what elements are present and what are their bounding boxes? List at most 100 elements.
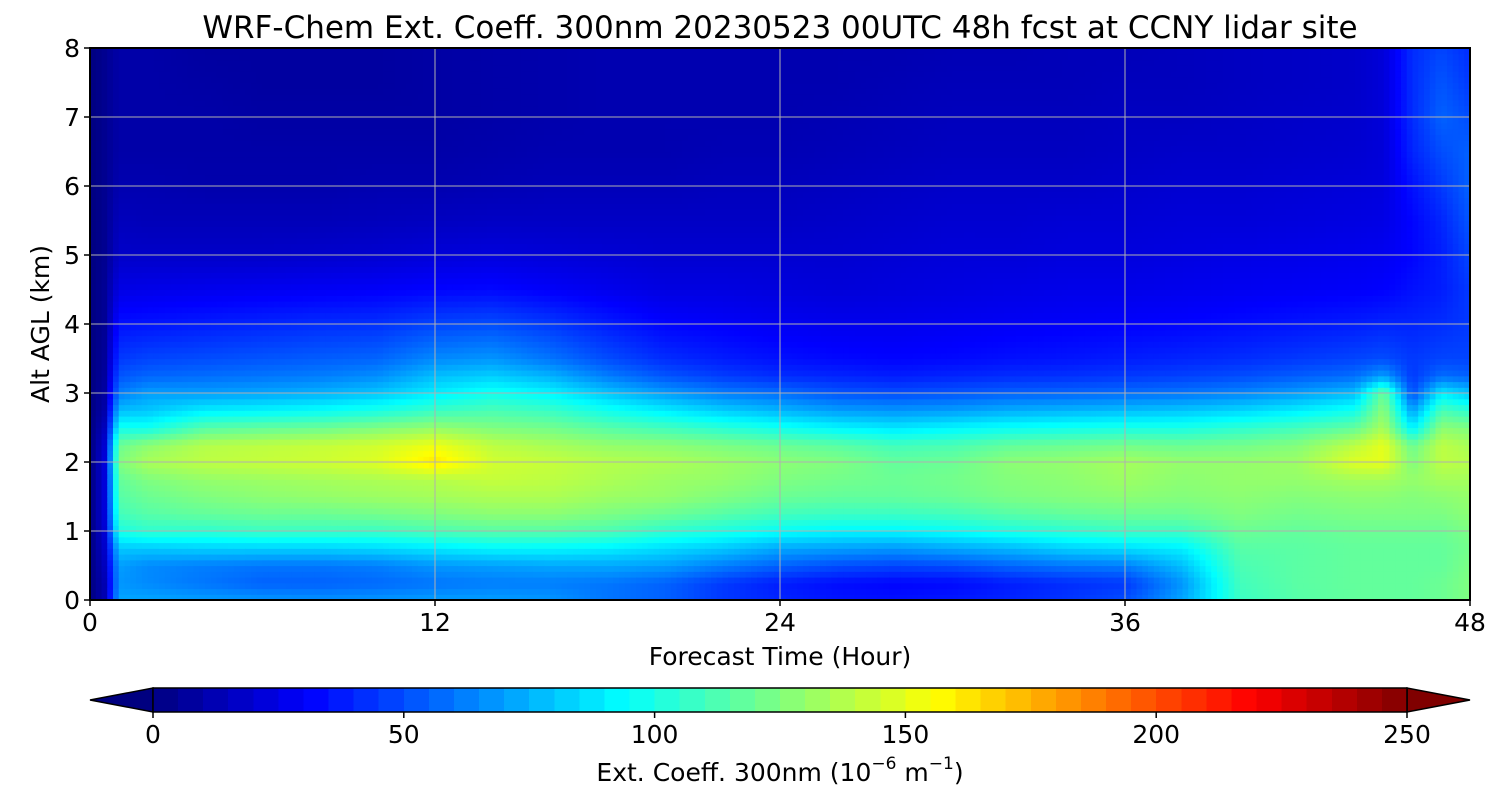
heatmap-cell [101, 111, 108, 118]
heatmap-cell [239, 318, 246, 325]
heatmap-cell [130, 191, 137, 199]
heatmap-cell [113, 99, 120, 107]
heatmap-cell [302, 473, 310, 480]
heatmap-cell [199, 59, 206, 66]
heatmap-cell [124, 295, 131, 302]
heatmap-cell [371, 134, 379, 141]
heatmap-cell [320, 306, 327, 314]
heatmap-cell [90, 232, 97, 239]
heatmap-cell [314, 232, 321, 239]
heatmap-cell [233, 393, 241, 400]
heatmap-cell [187, 467, 195, 475]
heatmap-cell [199, 272, 206, 279]
heatmap-cell [268, 467, 275, 475]
heatmap-cell [383, 237, 390, 245]
heatmap-cell [95, 295, 103, 302]
heatmap-cell [199, 122, 206, 130]
heatmap-cell [302, 513, 310, 521]
heatmap-cell [320, 191, 327, 199]
heatmap-cell [147, 232, 154, 239]
heatmap-cell [101, 536, 108, 544]
heatmap-cell [233, 111, 241, 118]
heatmap-cell [360, 519, 367, 526]
heatmap-cell [130, 490, 137, 498]
heatmap-cell [199, 306, 206, 314]
heatmap-cell [95, 272, 103, 279]
heatmap-cell [141, 433, 149, 440]
heatmap-cell [182, 347, 189, 354]
heatmap-cell [124, 536, 131, 544]
heatmap-cell [383, 416, 390, 423]
heatmap-cell [147, 134, 154, 141]
heatmap-cell [141, 444, 149, 452]
heatmap-cell [176, 341, 183, 348]
heatmap-cell [302, 59, 310, 66]
heatmap-cell [216, 278, 223, 285]
heatmap-cell [118, 508, 126, 515]
heatmap-cell [193, 347, 200, 354]
heatmap-cell [164, 174, 172, 181]
heatmap-cell [256, 594, 264, 600]
heatmap-cell [279, 168, 287, 176]
heatmap-cell [308, 324, 315, 331]
heatmap-cell [193, 496, 200, 503]
heatmap-cell [325, 191, 333, 199]
heatmap-cell [285, 531, 292, 538]
heatmap-cell [354, 496, 361, 503]
heatmap-cell [314, 266, 321, 273]
heatmap-cell [308, 588, 315, 595]
heatmap-cell [325, 289, 333, 296]
heatmap-cell [377, 94, 384, 101]
heatmap-cell [136, 301, 143, 308]
heatmap-cell [274, 594, 281, 600]
heatmap-cell [101, 157, 108, 164]
heatmap-cell [251, 479, 258, 486]
heatmap-cell [268, 565, 275, 572]
heatmap-cell [118, 329, 126, 337]
heatmap-cell [107, 117, 114, 124]
heatmap-cell [170, 128, 177, 135]
heatmap-cell [268, 117, 275, 124]
heatmap-cell [147, 565, 154, 572]
heatmap-cell [285, 105, 292, 112]
heatmap-cell [262, 439, 269, 446]
heatmap-cell [279, 565, 287, 572]
heatmap-cell [371, 174, 379, 181]
heatmap-cell [205, 393, 212, 400]
heatmap-cell [245, 456, 252, 463]
heatmap-cell [164, 243, 172, 250]
heatmap-cell [251, 456, 258, 463]
heatmap-cell [320, 594, 327, 600]
heatmap-cell [228, 88, 235, 95]
heatmap-cell [308, 542, 315, 549]
heatmap-cell [377, 444, 384, 452]
heatmap-cell [320, 559, 327, 567]
heatmap-cell [90, 266, 97, 273]
heatmap-cell [360, 243, 367, 250]
heatmap-cell [124, 53, 131, 61]
heatmap-cell [314, 370, 321, 377]
heatmap-cell [331, 71, 338, 78]
heatmap-cell [90, 513, 97, 521]
heatmap-cell [199, 565, 206, 572]
heatmap-cell [268, 577, 275, 584]
heatmap-cell [297, 117, 304, 124]
heatmap-cell [187, 122, 195, 130]
heatmap-cell [141, 306, 149, 314]
heatmap-cell [279, 318, 287, 325]
heatmap-cell [251, 352, 258, 360]
heatmap-cell [251, 565, 258, 572]
heatmap-cell [164, 260, 172, 268]
heatmap-cell [170, 536, 177, 544]
heatmap-cell [279, 220, 287, 227]
heatmap-cell [383, 71, 390, 78]
heatmap-cell [291, 393, 298, 400]
heatmap-cell [239, 174, 246, 181]
heatmap-cell [182, 456, 189, 463]
heatmap-cell [118, 226, 126, 233]
heatmap-cell [343, 237, 350, 245]
heatmap-cell [297, 467, 304, 475]
heatmap-cell [245, 53, 252, 61]
heatmap-cell [360, 467, 367, 475]
